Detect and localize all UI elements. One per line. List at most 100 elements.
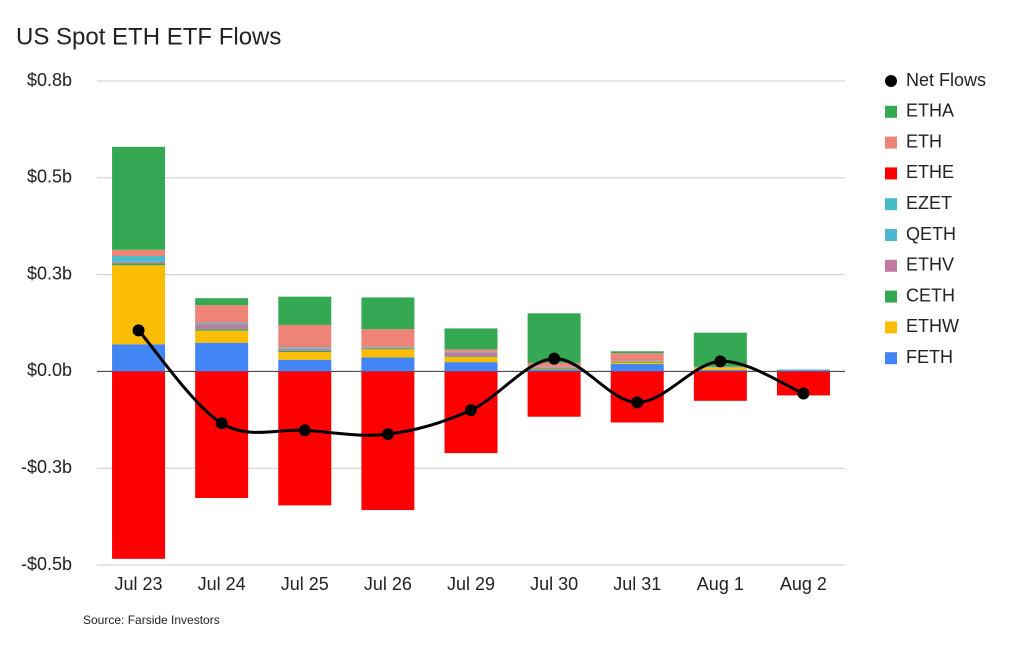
y-tick-label: $0.3b — [27, 263, 72, 283]
bar-segment — [444, 352, 498, 357]
x-tick-label: Jul 30 — [530, 574, 578, 594]
legend-marker — [885, 352, 897, 365]
y-tick-label: -$0.5b — [21, 554, 72, 574]
bar-segment — [112, 256, 166, 258]
bar-segment — [776, 370, 830, 372]
bar-segment — [195, 329, 249, 331]
bar-segment — [278, 324, 332, 348]
bar-segment — [361, 357, 415, 372]
bar-segment — [278, 347, 332, 349]
bar-segment — [112, 263, 166, 266]
legend-marker — [885, 105, 897, 118]
bar-segment — [112, 249, 166, 257]
bar-segment — [527, 368, 581, 370]
bar-segment — [361, 349, 415, 358]
legend-marker — [885, 136, 897, 149]
bar-segment — [112, 371, 166, 559]
bar-segment — [527, 369, 581, 372]
x-tick-label: Jul 24 — [198, 574, 246, 594]
net-flow-point — [631, 396, 644, 409]
x-tick-label: Jul 31 — [613, 574, 661, 594]
legend-label: CETH — [906, 285, 955, 305]
bar-segment — [610, 351, 664, 354]
bar-segment — [693, 369, 747, 372]
legend-marker — [885, 167, 897, 180]
bar-segment — [444, 357, 498, 363]
bar-segment — [444, 349, 498, 352]
legend-label: FETH — [906, 347, 953, 367]
legend-label: ETHW — [906, 316, 959, 336]
bar-segment — [112, 344, 166, 372]
bar-segment — [278, 359, 332, 372]
bar-segment — [112, 257, 166, 262]
bar-segment — [195, 324, 249, 330]
legend-label: Net Flows — [906, 70, 986, 90]
bar-segment — [278, 348, 332, 351]
legend-marker — [885, 259, 897, 272]
bar-segment — [610, 353, 664, 361]
legend-label: EZET — [906, 193, 952, 213]
legend-label: ETHE — [906, 162, 954, 182]
legend-label: QETH — [906, 224, 956, 244]
net-flow-point — [381, 428, 394, 441]
source: Source: Farside Investors — [83, 613, 220, 627]
bar-segment — [278, 371, 332, 506]
legend-label: ETHV — [906, 255, 954, 275]
bar-segment — [195, 298, 249, 306]
net-flow-point — [714, 355, 727, 368]
bar-segment — [693, 367, 747, 370]
bar-segment — [361, 329, 415, 348]
x-tick-label: Jul 29 — [447, 574, 495, 594]
net-flow-point — [298, 424, 311, 437]
legend-marker — [885, 321, 897, 334]
legend-label: ETHA — [906, 101, 954, 121]
bar-segment — [361, 371, 415, 511]
net-flow-point — [465, 404, 477, 417]
bar-segment — [444, 356, 498, 358]
bar-segment — [610, 362, 664, 365]
y-tick-label: -$0.3b — [21, 457, 72, 477]
bar-segment — [610, 364, 664, 372]
bar-segment — [776, 369, 830, 371]
bar-segment — [361, 347, 415, 349]
bar-segment — [195, 323, 249, 325]
x-tick-label: Jul 25 — [281, 574, 329, 594]
legend-marker — [885, 290, 897, 303]
bar-segment — [278, 296, 332, 325]
net-flow-point — [548, 352, 561, 365]
bar-segment — [361, 348, 415, 350]
bar-segment — [527, 362, 581, 367]
bar-segment — [278, 350, 332, 353]
legend-label: ETH — [906, 131, 942, 151]
bar-segment — [278, 352, 332, 360]
bar-segment — [278, 348, 332, 349]
bar-segment — [527, 367, 581, 369]
x-tick-label: Jul 23 — [115, 574, 163, 594]
net-flow-point — [797, 387, 810, 400]
bar-segment — [112, 146, 166, 250]
y-tick-label: $0.8b — [27, 70, 72, 90]
bar-segment — [361, 297, 415, 330]
net-flow-point — [132, 324, 145, 337]
bar-segment — [610, 361, 664, 363]
legend-marker — [885, 75, 897, 87]
bar-segment — [444, 328, 498, 350]
bar-segment — [195, 305, 249, 323]
legend-marker — [885, 229, 897, 241]
bar-segment — [527, 367, 581, 368]
y-tick-label: $0.0b — [27, 360, 72, 380]
bar-segment — [112, 261, 166, 264]
chart-title: US Spot ETH ETF Flows — [16, 23, 281, 50]
bar-segment — [195, 323, 249, 324]
x-tick-label: Aug 1 — [697, 574, 744, 594]
bar-segment — [195, 342, 249, 372]
bar-segment — [693, 371, 747, 401]
bar-segment — [195, 330, 249, 343]
bar-segment — [195, 371, 249, 499]
x-tick-label: Jul 26 — [364, 574, 412, 594]
y-tick-label: $0.5b — [27, 167, 72, 187]
bar-segment — [527, 371, 581, 417]
bar-segment — [444, 362, 498, 372]
